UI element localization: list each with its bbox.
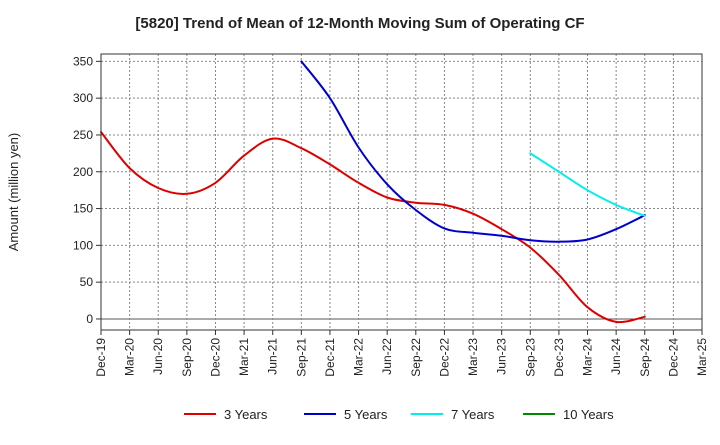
series-layer: [100, 60, 646, 324]
legend-label-7-years: 7 Years: [451, 407, 495, 422]
x-tick-label: Jun-22: [380, 338, 394, 375]
x-tick-label: Sep-22: [409, 338, 423, 377]
x-tick-label: Dec-24: [666, 338, 680, 377]
x-tick-label: Sep-24: [638, 338, 652, 377]
x-axis: Dec-19 Mar-20 Jun-20 Sep-20 Dec-20 Mar-21 Jun-…: [94, 330, 709, 377]
x-tick-label: Mar-20: [123, 338, 137, 376]
y-tick-label: 300: [73, 91, 93, 105]
y-tick-label: 350: [73, 54, 93, 68]
x-tick-label: Jun-20: [151, 338, 165, 375]
chart-title: [5820] Trend of Mean of 12-Month Moving …: [135, 15, 584, 32]
x-tick-label: Dec-21: [323, 338, 337, 377]
x-tick-label: Dec-20: [208, 338, 222, 377]
y-axis-label: Amount (million yen): [6, 133, 21, 252]
x-tick-label: Dec-23: [552, 338, 566, 377]
y-tick-label: 250: [73, 128, 93, 142]
y-tick-label: 200: [73, 165, 93, 179]
legend-label-10-years: 10 Years: [563, 407, 614, 422]
x-tick-label: Jun-21: [266, 338, 280, 375]
series-line-5-years: [300, 60, 646, 243]
x-tick-label: Mar-25: [695, 338, 709, 376]
x-tick-label: Mar-24: [581, 338, 595, 376]
x-tick-label: Dec-22: [437, 338, 451, 377]
series-line-7-years: [529, 152, 646, 217]
legend-label-3-years: 3 Years: [224, 407, 268, 422]
y-tick-label: 0: [86, 312, 93, 326]
x-tick-label: Sep-21: [294, 338, 308, 377]
x-tick-label: Mar-21: [237, 338, 251, 376]
x-tick-label: Sep-20: [180, 338, 194, 377]
x-tick-label: Jun-24: [609, 338, 623, 375]
x-tick-label: Mar-22: [352, 338, 366, 376]
plot-frame: [100, 53, 703, 331]
x-tick-label: Sep-23: [523, 338, 537, 377]
y-tick-label: 150: [73, 202, 93, 216]
grid-lines: [101, 54, 702, 330]
x-tick-label: Jun-23: [495, 338, 509, 375]
y-axis: 0 50 100 150 200 250 300 350: [73, 54, 101, 326]
y-tick-label: 50: [80, 275, 94, 289]
x-tick-label: Dec-19: [94, 338, 108, 377]
legend: 3 Years 5 Years 7 Years 10 Years: [184, 407, 614, 422]
x-tick-label: Mar-23: [466, 338, 480, 376]
series-line-3-years: [100, 131, 646, 324]
y-tick-label: 100: [73, 238, 93, 252]
legend-label-5-years: 5 Years: [344, 407, 388, 422]
